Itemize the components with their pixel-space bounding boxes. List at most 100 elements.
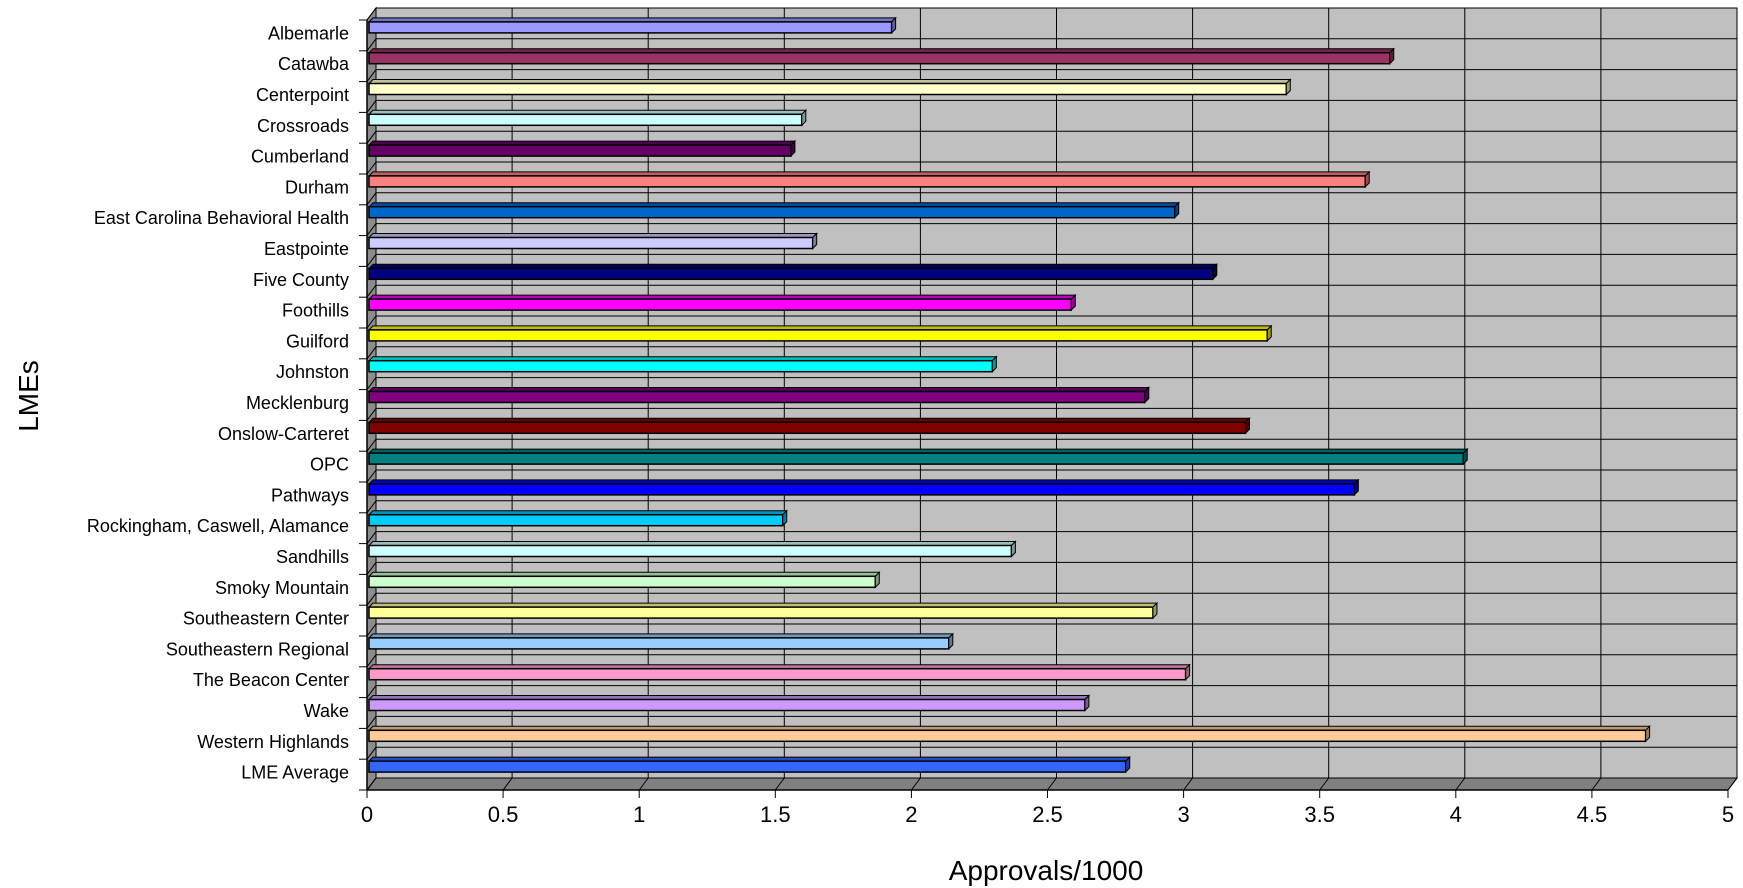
gridline-side (366, 161, 377, 175)
x-tick-label: 0.5 (488, 802, 519, 827)
gridline-side (366, 130, 377, 144)
bar-centerpoint (367, 78, 1292, 96)
bar-end-face (782, 509, 788, 527)
bar-end-face (874, 571, 880, 589)
bar-foothills (367, 293, 1077, 312)
bar-rockingham-caswell-alamance (367, 509, 788, 527)
bar-end-face (1084, 694, 1090, 712)
gridline-side (366, 716, 377, 729)
bar-front-face (368, 298, 1073, 311)
y-category-label: Foothills (282, 301, 349, 321)
gridlines (359, 7, 1738, 791)
gridline-side (366, 254, 377, 267)
bar-southeastern-regional (367, 632, 954, 651)
bar-end-face (801, 109, 807, 127)
y-category-label: Catawba (278, 54, 350, 74)
gridline-side (366, 592, 377, 606)
gridline-side (366, 223, 377, 236)
x-tick-label: 3 (1177, 802, 1189, 827)
gridline-side (366, 500, 377, 514)
bar-end-face (948, 632, 954, 651)
y-category-label: Onslow-Carteret (218, 424, 349, 444)
gridline-side (366, 654, 377, 668)
y-category-label: The Beacon Center (193, 670, 349, 690)
bar-end-face (1174, 201, 1180, 219)
x-tick-label: 0 (361, 802, 373, 827)
bar-end-face (1389, 47, 1395, 65)
gridline-floor (638, 777, 649, 791)
bar-front-face (368, 606, 1154, 619)
bar-front-face (368, 113, 803, 127)
y-category-label: East Carolina Behavioral Health (94, 208, 349, 228)
bar-end-face (1212, 263, 1218, 281)
bar-pathways (367, 478, 1360, 497)
bar-front-face (368, 329, 1269, 342)
bar-front-face (368, 729, 1647, 743)
bar-western-highlands (367, 725, 1651, 743)
gridline-side (366, 408, 377, 421)
bar-front-face (368, 359, 994, 373)
gridline-side (366, 100, 377, 113)
bar-sandhills (367, 540, 1017, 558)
gridline-floor (1183, 777, 1193, 791)
x-tick-label: 3.5 (1304, 802, 1335, 827)
bar-opc (367, 447, 1469, 466)
gridline-side (366, 315, 377, 329)
bar-crossroads (367, 109, 808, 127)
bar-front-face (368, 421, 1247, 435)
bar-end-face (1244, 417, 1250, 435)
bar-end-face (1364, 170, 1370, 189)
y-axis-category-labels: Albemarle Catawba Centerpoint Crossroads Cum… (87, 23, 350, 782)
bar-front-face (368, 667, 1187, 681)
gridline-floor (502, 777, 513, 791)
y-category-label: Mecklenburg (246, 393, 349, 413)
bar-end-face (1144, 386, 1150, 404)
gridline-side (366, 623, 377, 637)
gridline-floor (774, 777, 785, 791)
bar-the-beacon-center (367, 663, 1191, 681)
x-tick-label: 5 (1722, 802, 1734, 827)
bar-johnston (367, 355, 998, 373)
bar-end-face (1125, 755, 1131, 774)
y-category-label: Wake (304, 701, 349, 721)
bar-front-face (368, 637, 950, 650)
bar-mecklenburg (367, 386, 1150, 404)
gridline-side (366, 7, 377, 21)
y-category-label: Centerpoint (256, 85, 349, 105)
gridline-side (366, 192, 377, 206)
gridline-side (366, 531, 377, 544)
bar-end-face (891, 16, 897, 35)
gridline-side (366, 377, 377, 390)
y-category-label: Southeastern Center (183, 609, 349, 629)
y-category-label: Eastpointe (264, 239, 349, 259)
bar-front-face (368, 760, 1127, 773)
bar-onslow-carteret (367, 417, 1251, 435)
x-tick-label: 4.5 (1577, 802, 1608, 827)
bar-five-county (367, 263, 1219, 281)
bar-front-face (368, 452, 1464, 465)
x-tick-label: 4 (1450, 802, 1462, 827)
gridline-side (366, 562, 377, 575)
y-category-label: Crossroads (257, 116, 349, 136)
x-axis-ticks: 0 0.5 1 1.5 2 2.5 3 3.5 4 4.5 5 (361, 790, 1734, 827)
y-category-label: Southeastern Regional (166, 639, 349, 659)
bar-end-face (1152, 601, 1158, 620)
x-axis-title: Approvals/1000 (949, 855, 1144, 886)
gridline-side (366, 469, 377, 483)
bar-end-face (1010, 540, 1016, 558)
gridline-floor (1591, 777, 1602, 791)
gridline-floor (1455, 777, 1466, 791)
bar-end-face (991, 355, 997, 373)
y-category-label: Smoky Mountain (215, 578, 349, 598)
bar-front-face (368, 236, 814, 250)
x-tick-label: 1.5 (760, 802, 791, 827)
gridline-floor (1319, 777, 1330, 791)
bar-front-face (368, 544, 1013, 558)
bar-front-face (368, 575, 877, 589)
bar-albemarle (367, 16, 897, 35)
bar-end-face (812, 232, 818, 250)
y-axis-title: LMEs (13, 360, 44, 432)
y-category-label: Albemarle (268, 23, 349, 43)
bar-front-face (368, 267, 1214, 281)
